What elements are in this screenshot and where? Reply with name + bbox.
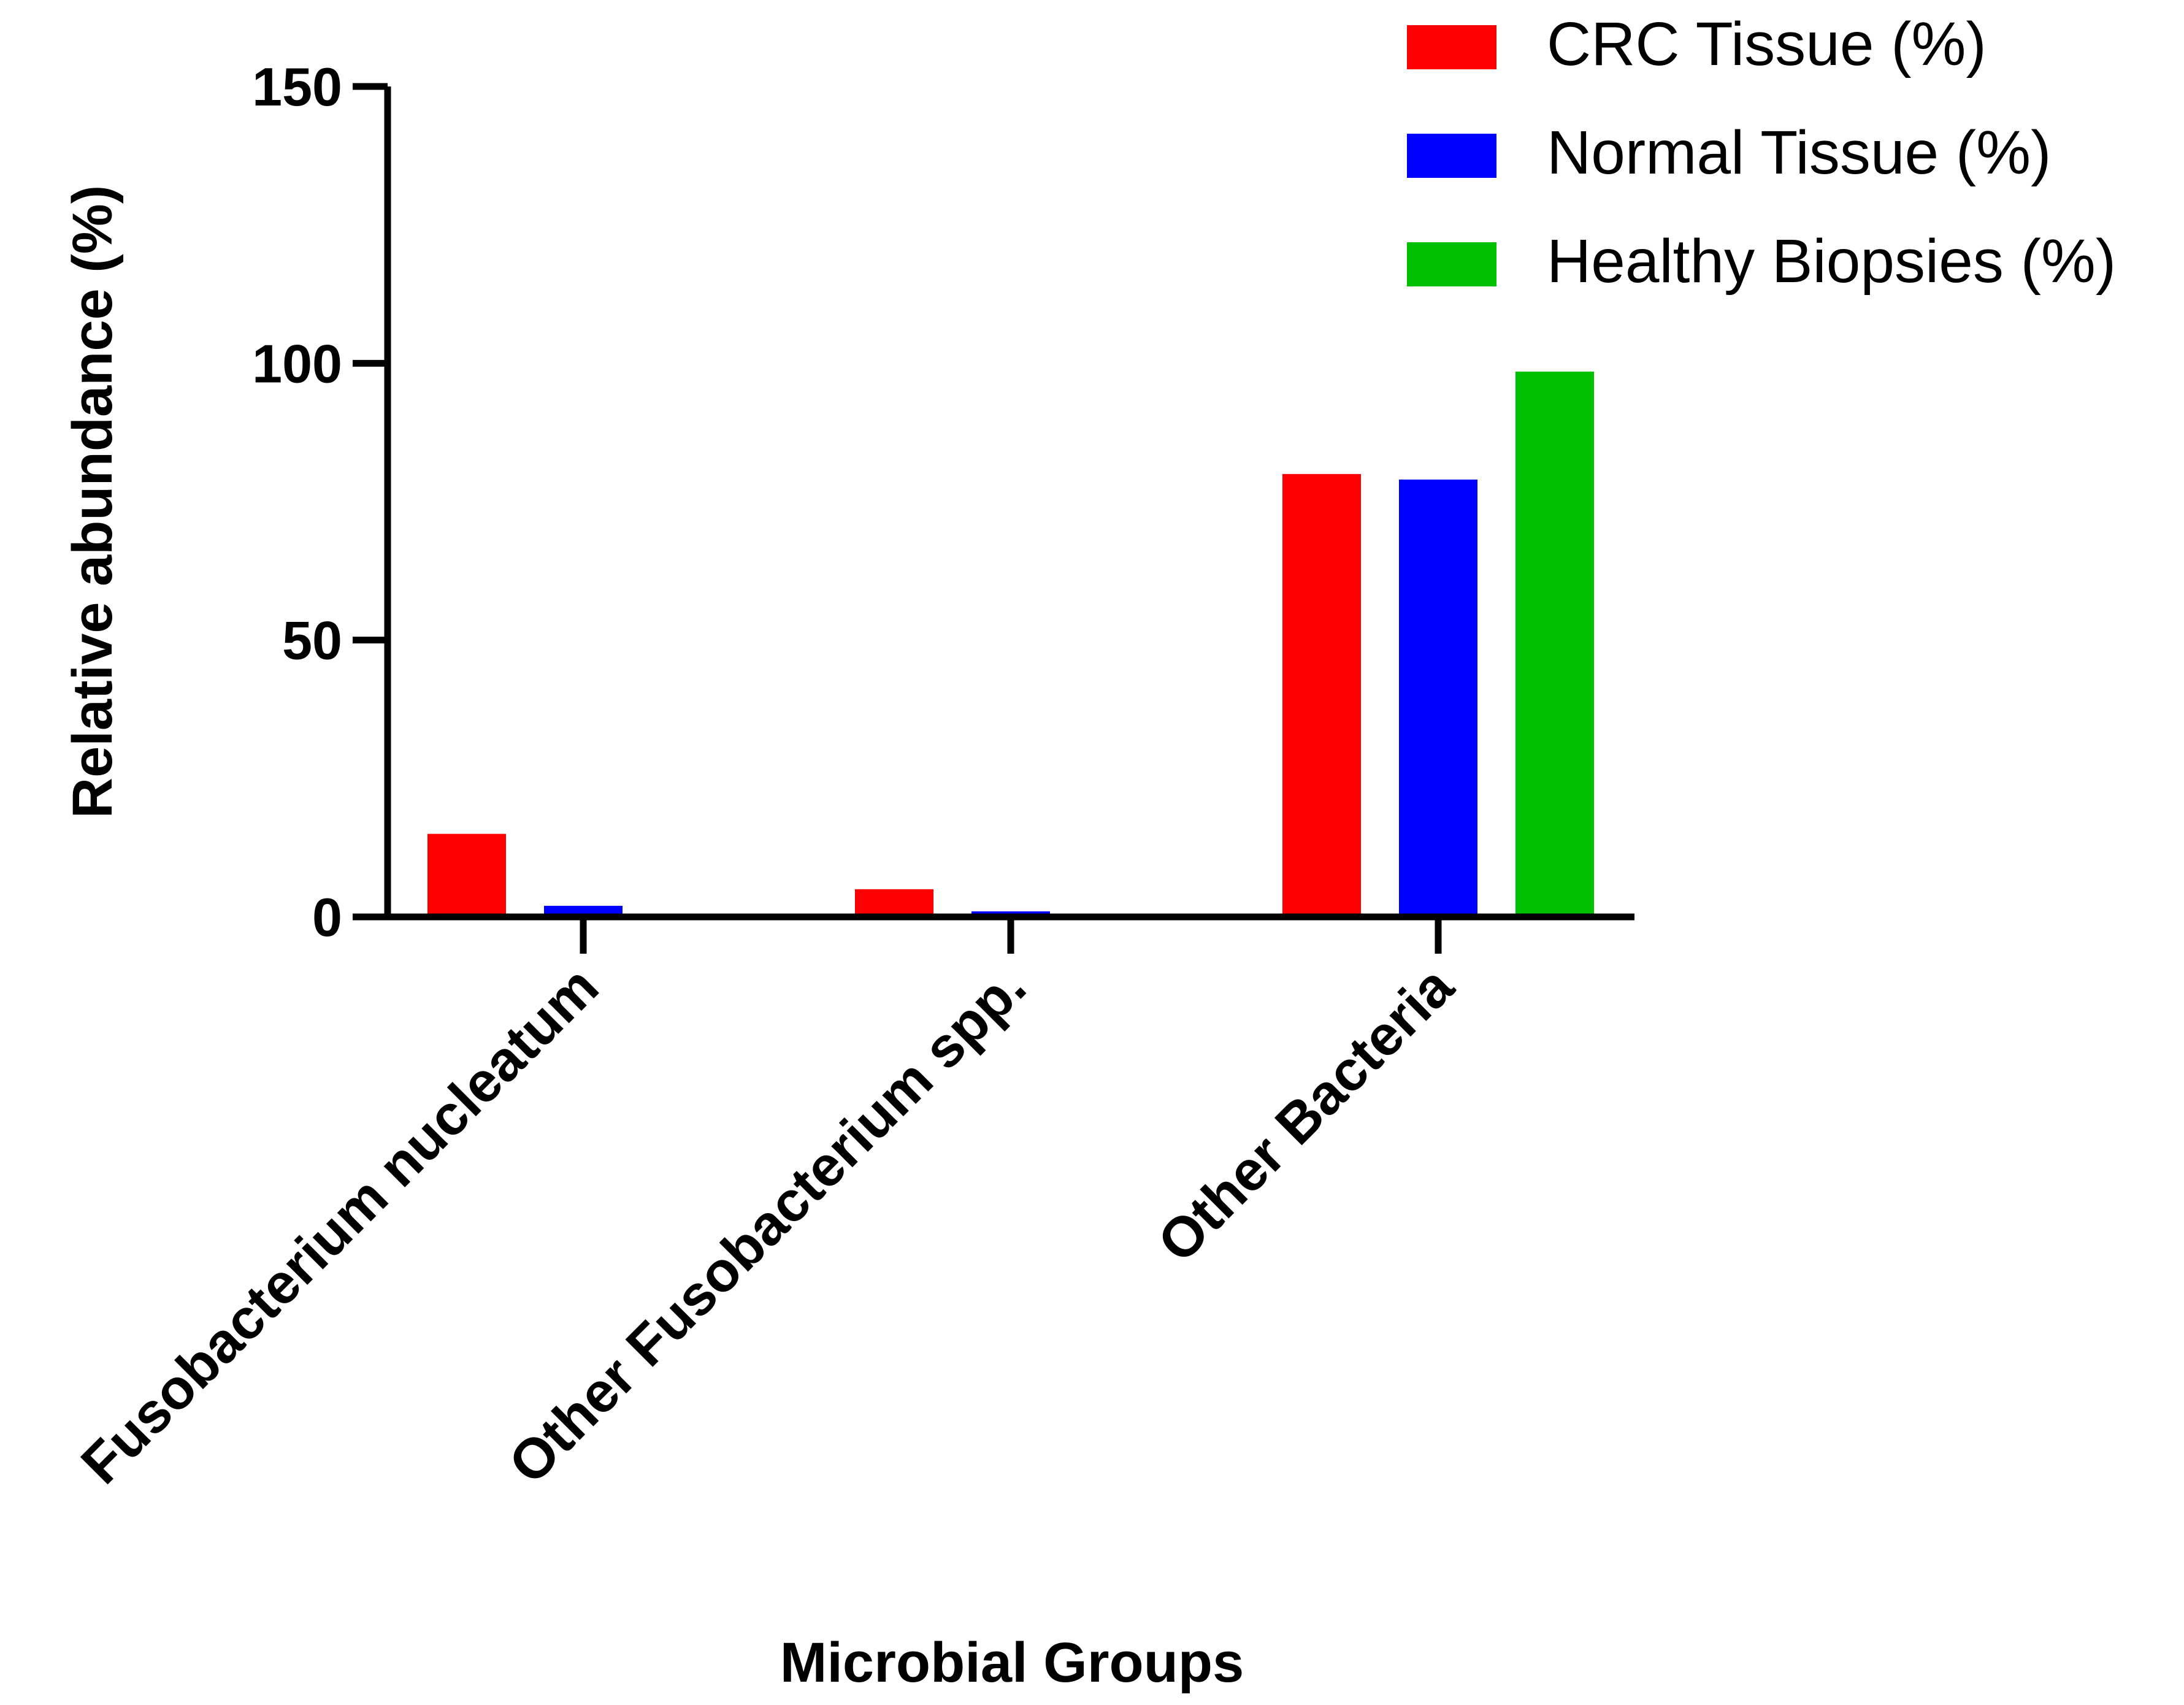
bars-group [427,371,1594,917]
y-ticks-group: 0 50 100 150 [252,56,388,948]
y-tick-label: 100 [252,333,342,394]
legend-swatch-2 [1407,242,1496,286]
legend-label-0: CRC Tissue (%) [1547,10,1987,79]
x-axis-title: Microbial Groups [780,1631,1244,1694]
bar-0-0 [427,833,506,917]
legend-swatch-1 [1407,134,1496,178]
legend: CRC Tissue (%) Normal Tissue (%) Healthy B… [1407,10,2116,296]
y-tick-label: 50 [282,610,342,671]
bar-2-2 [1515,371,1594,917]
bar-2-0 [1282,473,1361,917]
x-tick-label: Other Fusobacterium spp. [497,955,1038,1496]
legend-label-2: Healthy Biopsies (%) [1547,227,2116,296]
legend-swatch-0 [1407,25,1496,69]
bar-2-1 [1399,479,1477,917]
y-tick-label: 0 [312,887,342,948]
bar-1-0 [855,889,933,917]
y-tick-label: 150 [252,56,342,117]
x-tick-label: Other Bacteria [1146,954,1466,1274]
legend-label-1: Normal Tissue (%) [1547,118,2051,187]
x-tick-label: Fusobacterium nucleatum [69,955,610,1496]
y-axis-title: Relative abundance (%) [61,185,124,819]
